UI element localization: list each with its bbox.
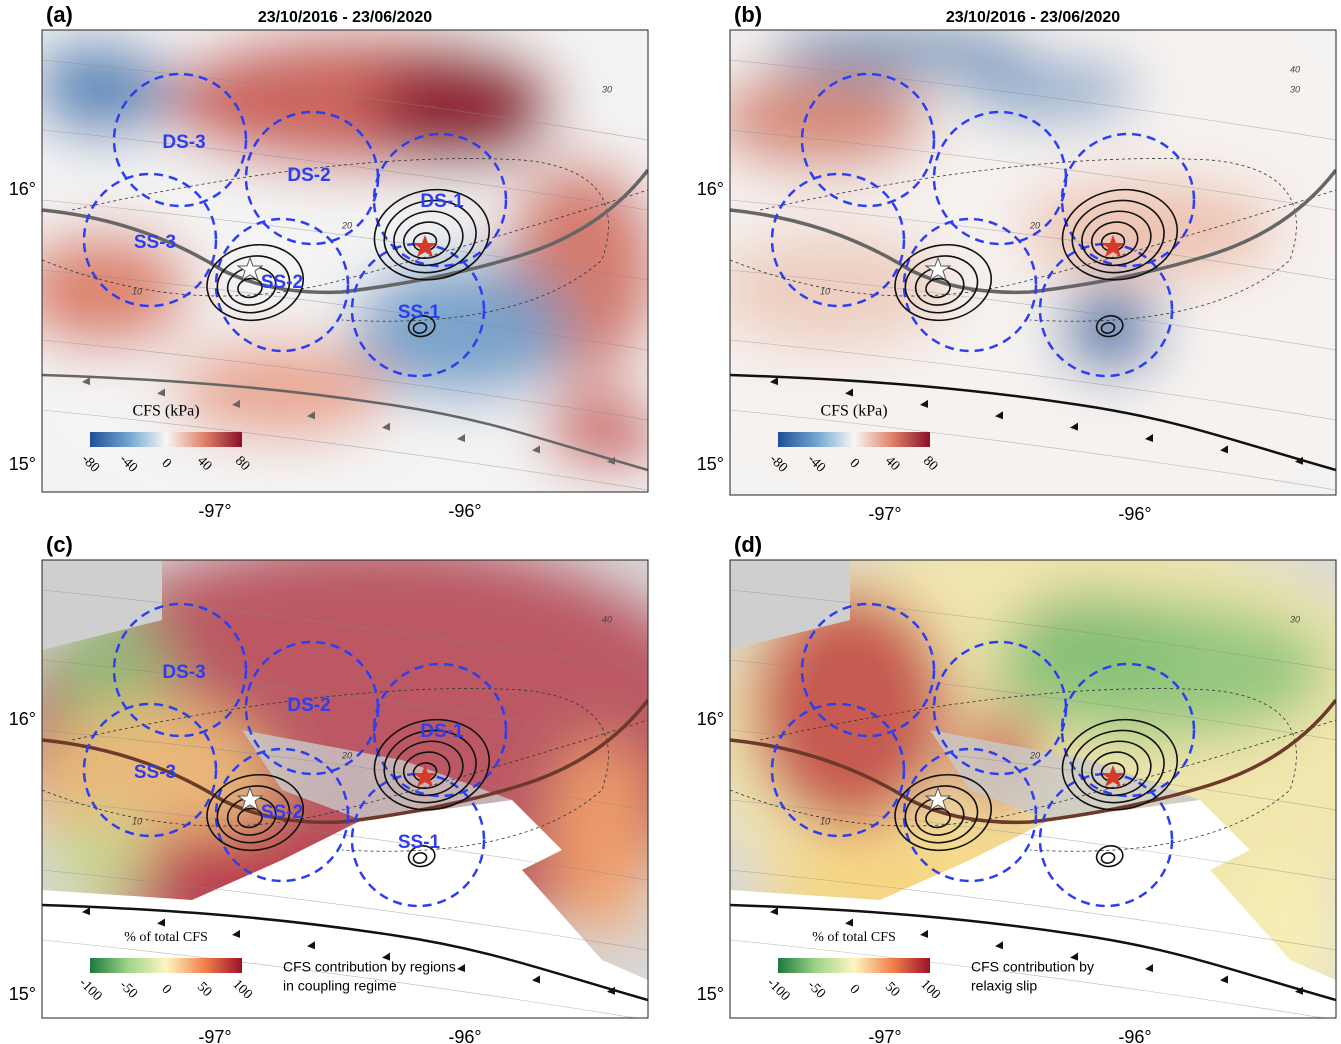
depth-label: 10 [132,816,142,826]
lat-tick-label: 15° [697,454,724,474]
field-blob [990,600,1330,740]
field-blob [32,40,172,140]
caption: CFS contribution by regions [283,959,456,975]
colorbar-title: % of total CFS [812,930,896,945]
region-label: SS-1 [398,302,441,323]
field-blob [710,70,930,170]
field-blob [542,390,662,470]
depth-label: 20 [1029,220,1040,230]
panel-title: 23/10/2016 - 23/06/2020 [258,9,432,26]
lon-tick-label: -97° [868,504,901,524]
caption: relaxig slip [971,978,1037,994]
lat-tick-label: 16° [697,179,724,199]
colorbar-title: % of total CFS [124,930,208,945]
depth-label: 10 [132,286,142,296]
field-blob [372,50,552,170]
lon-tick-label: -96° [1118,1027,1151,1044]
map-panel: (a) 23/10/2016 - 23/06/2020 10 20 30 DS-3 DS-2… [0,0,745,561]
lon-tick-label: -96° [448,501,481,521]
lat-tick-label: 16° [9,709,36,729]
depth-label: 20 [1029,750,1040,760]
lon-tick-label: -96° [448,1027,481,1044]
colorbar-title: CFS (kPa) [132,403,199,420]
colorbar [90,958,242,973]
lat-tick-label: 16° [9,179,36,199]
lat-tick-label: 15° [697,984,724,1004]
map: 10 20 30 40 [633,0,1341,561]
map: 10 20 30 DS-3 DS-2 DS-1 SS-3 SS-2 SS-1 [0,0,745,561]
caption: CFS contribution by [971,959,1094,975]
region-label: SS-3 [134,232,176,253]
field-blob [1060,285,1160,375]
lon-tick-label: -96° [1118,504,1151,524]
colorbar-title: CFS (kPa) [820,403,887,420]
map: 10 20 40 DS-3 DS-2 DS-1 SS-3 SS-2 SS-1 [12,540,732,1020]
figure: (a) 23/10/2016 - 23/06/2020 10 20 30 DS-3 DS-2… [0,0,1341,1044]
map: 10 20 30 [700,520,1341,1020]
region-label: DS-2 [287,165,330,186]
panel-label: (b) [734,2,762,27]
colorbar [90,432,242,447]
region-label: DS-3 [162,662,205,683]
field-blob [552,740,652,940]
field-blob [960,60,1140,120]
lon-tick-label: -97° [198,501,231,521]
depth-label: 20 [341,750,352,760]
depth-label: 40 [1290,64,1300,74]
region-label: DS-1 [420,191,464,212]
lat-tick-label: 16° [697,709,724,729]
colorbar [778,958,930,973]
lon-tick-label: -97° [198,1027,231,1044]
region-label: SS-3 [134,762,176,783]
panel-label: (d) [734,532,762,557]
region-label: SS-2 [261,272,303,293]
depth-label: 20 [341,220,352,230]
region-label: SS-2 [261,802,303,823]
depth-label: 30 [602,84,612,94]
region-label: DS-2 [287,695,330,716]
map-panel: (c) 10 20 40 DS-3 DS-2 DS-1 SS-3 SS-2 SS-1 16° 15° -… [9,532,732,1044]
lat-tick-label: 15° [9,454,36,474]
caption: in coupling regime [283,978,397,994]
map-panel: (b) 23/10/2016 - 23/06/2020 10 20 30 40 16° 15°… [633,0,1341,561]
depth-label: 10 [820,816,830,826]
depth-label: 30 [1290,614,1300,624]
region-label: DS-3 [162,132,205,153]
depth-label: 10 [820,286,830,296]
region-label: DS-1 [420,721,464,742]
depth-label: 30 [1290,84,1300,94]
depth-label: 40 [602,614,612,624]
panel-label: (a) [46,2,73,27]
panel-label: (c) [46,532,73,557]
colorbar [778,432,930,447]
lat-tick-label: 15° [9,984,36,1004]
region-label: SS-1 [398,832,441,853]
panel-title: 23/10/2016 - 23/06/2020 [946,9,1120,26]
lon-tick-label: -97° [868,1027,901,1044]
